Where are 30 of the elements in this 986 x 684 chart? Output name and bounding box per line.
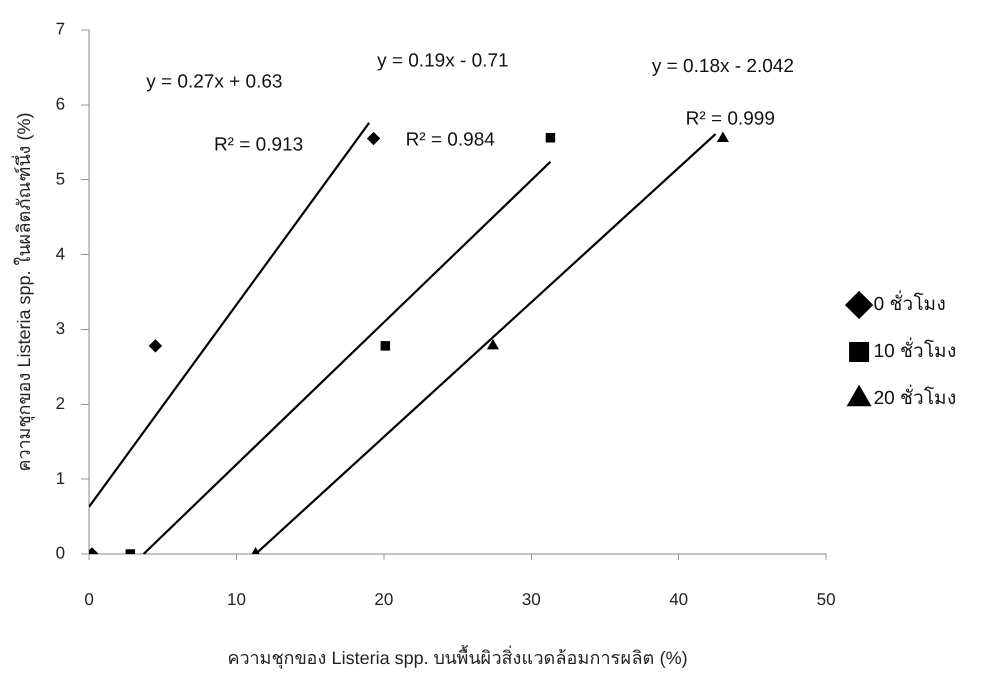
y-tick-label: 2: [56, 394, 66, 413]
x-tick-label: 30: [522, 590, 541, 609]
annotation: y = 0.18x - 2.042: [652, 56, 794, 77]
point: [148, 339, 162, 352]
point: [487, 339, 499, 350]
x-axis-title: ความชุกของ Listeria spp. บนพื้นผิวสิ่งแวดล้อมการผลิต (%): [228, 645, 688, 670]
legend-label: 10 ชั่วโมง: [874, 337, 956, 362]
annotation: R² = 0.999: [686, 108, 775, 130]
y-tick-label: 0: [56, 544, 66, 563]
y-tick-label: 5: [56, 169, 66, 188]
x-tick-label: 20: [374, 590, 394, 609]
x-tick-label: 50: [816, 590, 836, 609]
annotation: R² = 0.984: [406, 129, 496, 150]
y-tick-label: 3: [56, 319, 66, 338]
point: [546, 133, 556, 143]
legend-label: 20 ชั่วโมง: [874, 384, 956, 410]
point: [717, 132, 729, 142]
y-tick-label: 6: [56, 94, 66, 114]
y-axis-title: ความชุกของ Listeria spp. ในผลิตภัณฑ์นึ่ง (%): [10, 112, 35, 472]
y-tick-label: 7: [56, 20, 66, 39]
point: [367, 132, 380, 146]
y-tick-label: 1: [56, 468, 66, 488]
x-tick-label: 0: [84, 590, 94, 609]
x-tick-label: 40: [669, 590, 688, 609]
legend-label: 0 ชั่วโมง: [874, 290, 946, 316]
y-tick-label: 4: [56, 244, 66, 264]
annotation: y = 0.27x + 0.63: [146, 72, 282, 93]
x-tick-label: 10: [227, 590, 246, 609]
annotation: y = 0.19x - 0.71: [377, 50, 509, 72]
annotation: R² = 0.913: [214, 134, 304, 156]
